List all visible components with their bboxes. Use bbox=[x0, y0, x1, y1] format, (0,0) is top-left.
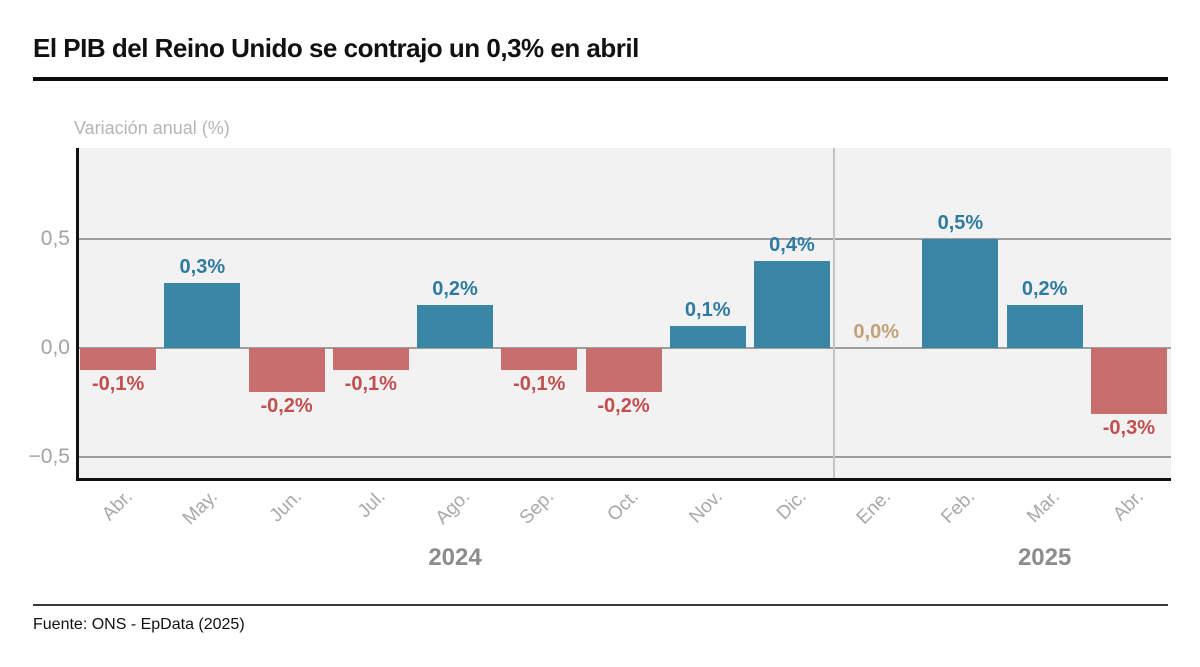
x-axis-month-label: Abr. bbox=[98, 486, 138, 525]
bar bbox=[332, 348, 409, 370]
x-axis-month-label: Jun. bbox=[265, 486, 306, 527]
x-axis-month-label: Nov. bbox=[685, 486, 727, 528]
source-divider-line bbox=[33, 604, 1168, 606]
gridline bbox=[76, 456, 1171, 459]
y-tick-label: −0,5 bbox=[28, 445, 70, 469]
bar bbox=[669, 326, 746, 349]
bar bbox=[1090, 348, 1167, 414]
bar bbox=[164, 282, 241, 349]
bar-value-label: 0,2% bbox=[1021, 277, 1068, 300]
x-axis-line bbox=[76, 478, 1171, 481]
x-axis-month-label: Dic. bbox=[773, 486, 812, 525]
year-label: 2025 bbox=[1017, 544, 1072, 571]
x-axis-month-label: Oct. bbox=[603, 486, 643, 526]
x-axis-month-label: May. bbox=[178, 486, 222, 530]
bar bbox=[80, 348, 157, 370]
x-axis-month-label: Ene. bbox=[852, 486, 896, 529]
bar-value-label: 0,3% bbox=[179, 255, 226, 278]
y-axis-line bbox=[76, 148, 79, 481]
x-axis-month-label: Abr. bbox=[1109, 486, 1148, 525]
x-axis-month-label: Mar. bbox=[1022, 486, 1064, 528]
bar bbox=[753, 261, 830, 349]
bar-value-label: -0,1% bbox=[513, 373, 566, 395]
bar-value-label: -0,2% bbox=[260, 394, 313, 417]
bar-value-label: -0,2% bbox=[597, 394, 650, 417]
source-text: Fuente: ONS - EpData (2025) bbox=[33, 616, 245, 633]
x-axis-month-label: Jul. bbox=[354, 486, 390, 522]
bar-value-label: 0,4% bbox=[769, 234, 815, 257]
bar-value-label: 0,2% bbox=[432, 277, 478, 300]
page-title: El PIB del Reino Unido se contrajo un 0,… bbox=[33, 33, 639, 63]
bar bbox=[585, 348, 662, 392]
title-underline bbox=[33, 77, 1168, 81]
year-divider-line bbox=[833, 148, 836, 478]
bar bbox=[248, 348, 325, 392]
y-tick-label: 0,0 bbox=[40, 336, 70, 360]
bar-value-label: 0,0% bbox=[853, 321, 899, 344]
bar-value-label: -0,1% bbox=[344, 373, 397, 395]
x-axis-month-label: Feb. bbox=[937, 486, 980, 528]
bar-value-label: 0,5% bbox=[937, 212, 984, 235]
x-axis-month-label: Sep. bbox=[515, 486, 559, 529]
gridline bbox=[76, 238, 1171, 241]
bar bbox=[922, 239, 999, 349]
bar-value-label: -0,1% bbox=[91, 373, 145, 395]
x-axis-month-label: Ago. bbox=[431, 486, 475, 529]
y-tick-label: 0,5 bbox=[40, 227, 70, 251]
bar bbox=[501, 348, 578, 370]
bar-value-label: -0,3% bbox=[1102, 416, 1155, 439]
year-label: 2024 bbox=[428, 544, 482, 571]
plot-area: -0,1% 0,3% -0,2% -0,1% 0,2% -0,1% -0,2% 0,1% 0,4… bbox=[76, 148, 1171, 481]
bar bbox=[1006, 304, 1083, 349]
bar bbox=[417, 304, 494, 349]
y-axis-title: Variación anual (%) bbox=[74, 118, 230, 138]
bar-value-label: 0,1% bbox=[684, 299, 731, 322]
